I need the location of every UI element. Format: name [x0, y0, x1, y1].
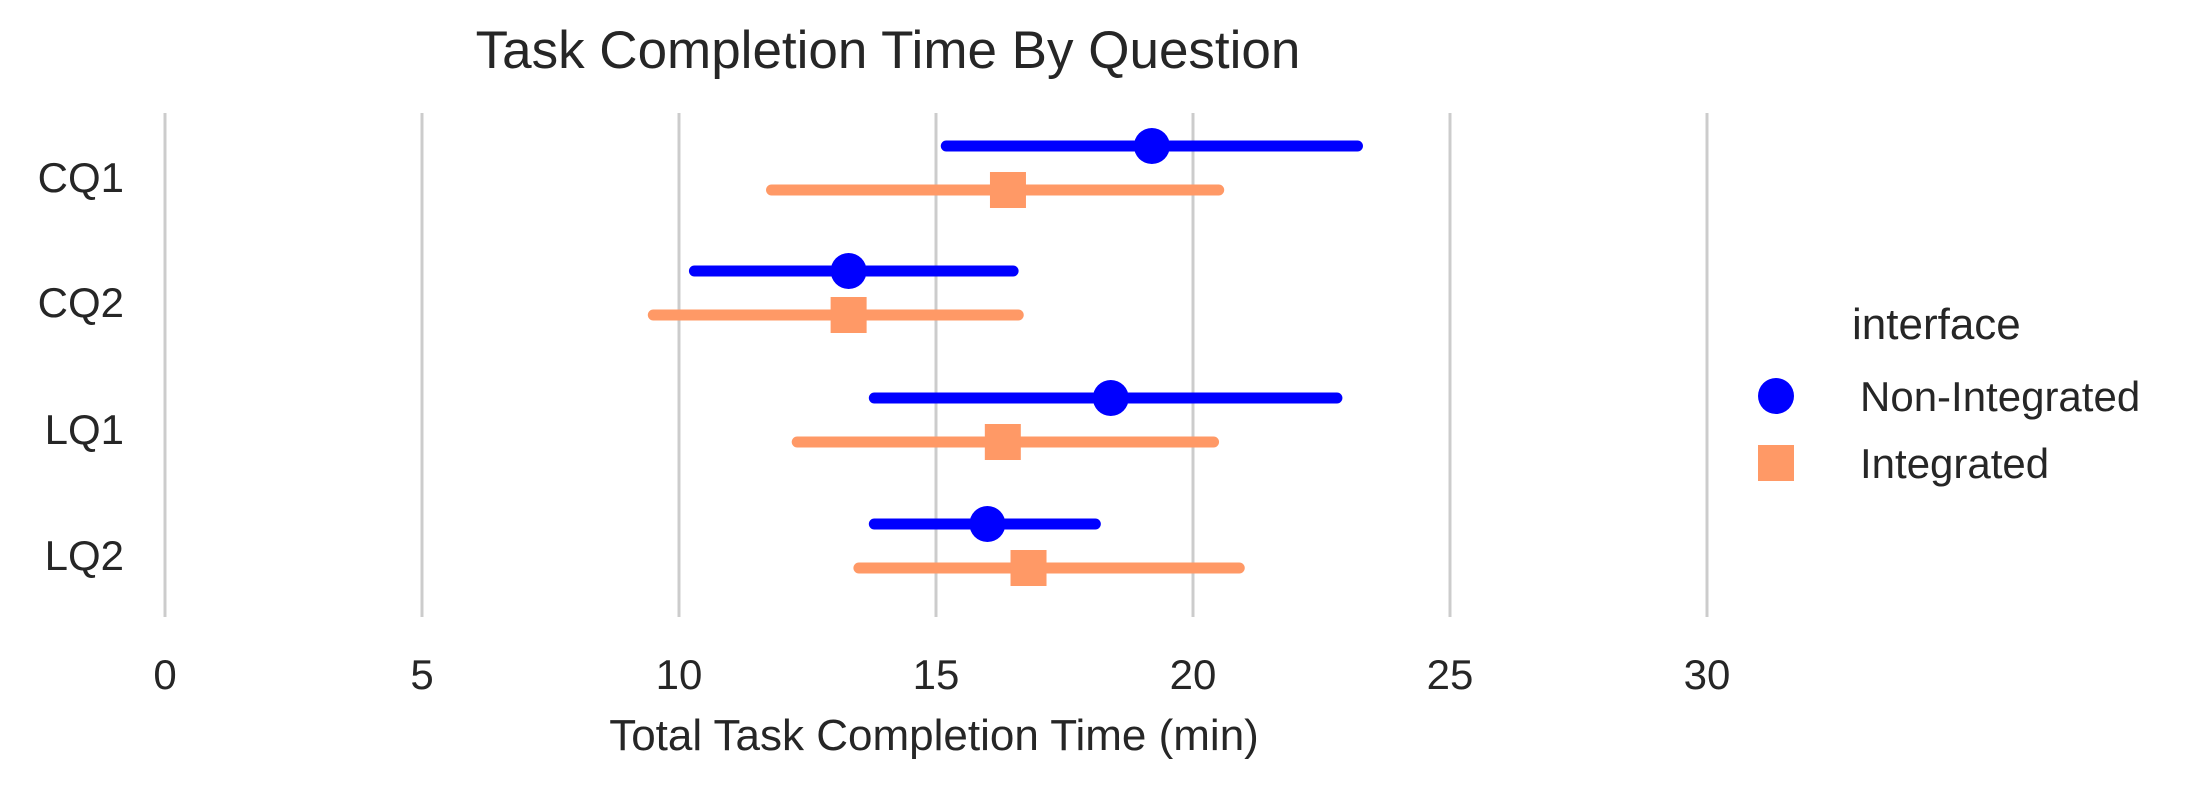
x-tick-label: 15 — [913, 651, 960, 698]
data-point — [1010, 550, 1047, 586]
data-point — [969, 506, 1006, 542]
legend-item: Integrated — [1758, 440, 2049, 487]
y-tick-label: CQ1 — [38, 154, 124, 201]
data-point — [984, 424, 1021, 460]
chart-title: Task Completion Time By Question — [476, 21, 1301, 80]
data-point — [830, 253, 867, 289]
legend-label: Integrated — [1860, 440, 2049, 487]
data-series — [647, 128, 1363, 586]
legend-marker — [1758, 378, 1794, 414]
y-tick-label: CQ2 — [38, 279, 124, 326]
y-tick-label: LQ1 — [45, 406, 124, 453]
legend-label: Non-Integrated — [1860, 373, 2140, 420]
x-tick-label: 0 — [153, 651, 176, 698]
data-point — [1092, 380, 1129, 416]
x-tick-label: 30 — [1684, 651, 1731, 698]
data-point — [989, 172, 1026, 208]
grid — [163, 113, 1709, 617]
legend: interface Non-Integrated Integrated — [1758, 300, 2140, 487]
x-tick-label: 25 — [1427, 651, 1474, 698]
y-axis-ticks: CQ1 CQ2 LQ1 LQ2 — [38, 154, 124, 579]
y-tick-label: LQ2 — [45, 532, 124, 579]
x-tick-label: 10 — [656, 651, 703, 698]
x-tick-label: 20 — [1170, 651, 1217, 698]
data-point — [1133, 128, 1170, 164]
x-axis-label: Total Task Completion Time (min) — [609, 711, 1259, 760]
legend-item: Non-Integrated — [1758, 373, 2140, 420]
series-integrated — [647, 172, 1245, 586]
legend-title: interface — [1852, 300, 2021, 349]
legend-marker — [1758, 445, 1794, 481]
data-point — [830, 297, 867, 333]
x-tick-label: 5 — [410, 651, 433, 698]
series-non-integrated — [688, 128, 1363, 542]
x-axis-ticks: 0 5 10 15 20 25 30 — [153, 651, 1730, 698]
